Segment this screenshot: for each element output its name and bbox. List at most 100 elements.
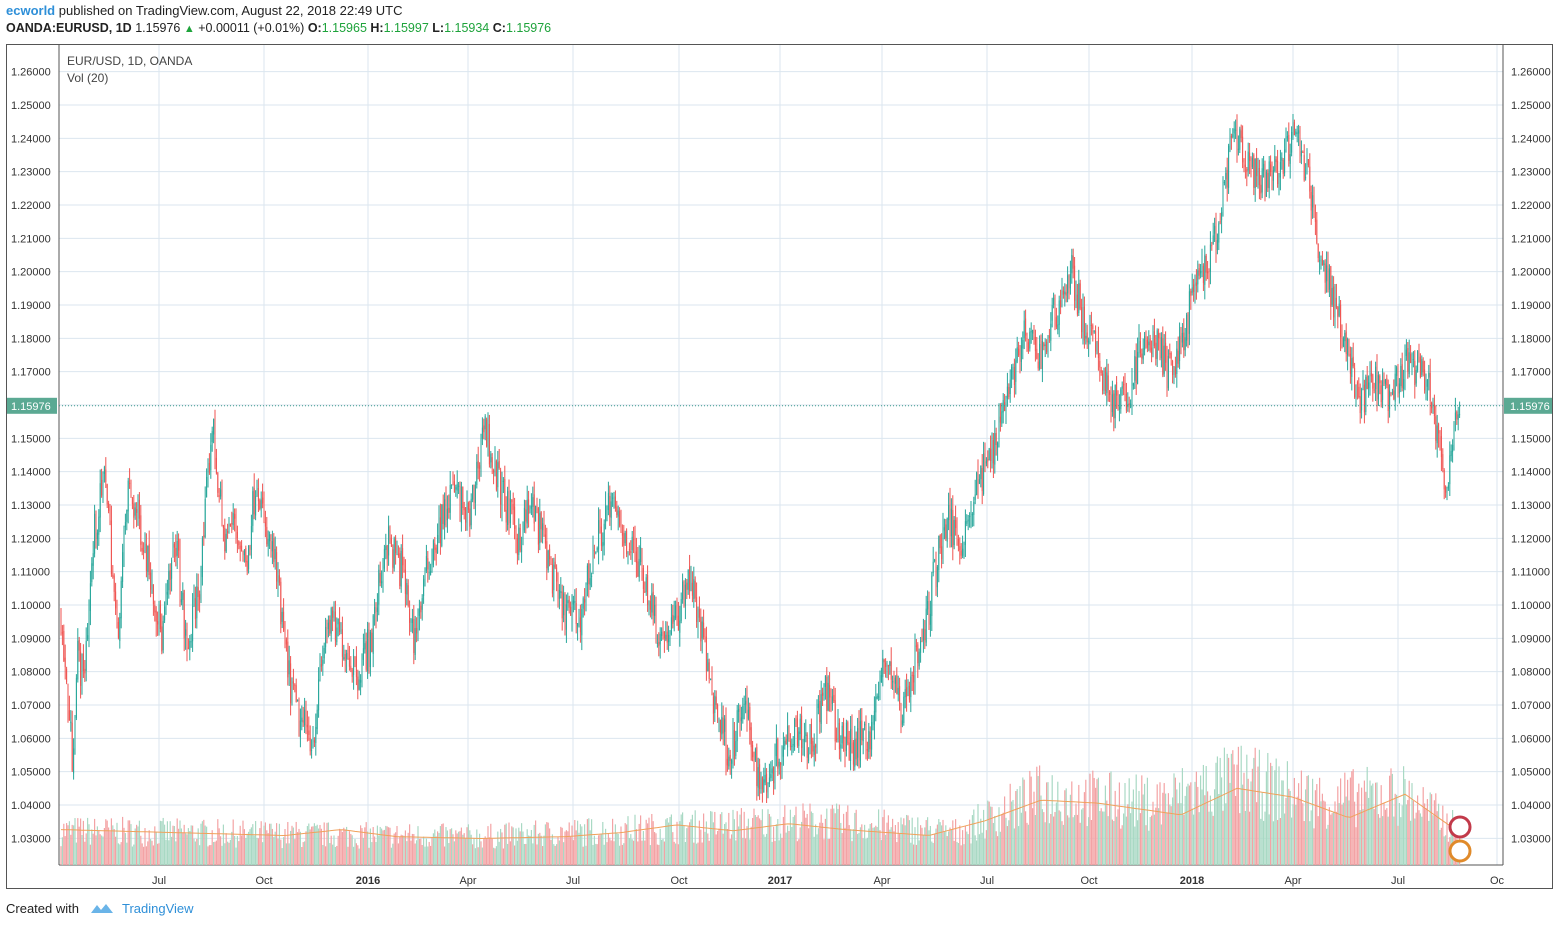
candle-body [1037,361,1039,369]
candle-body [421,598,423,610]
volume-bar [444,846,446,865]
volume-bar [990,806,992,865]
candle-body [231,523,233,525]
candle-body [953,519,955,546]
volume-bar [794,815,796,865]
volume-bar [991,806,993,865]
volume-bar [1006,826,1008,865]
volume-bar [1361,787,1363,865]
volume-bar [942,819,944,865]
volume-bar [287,822,289,865]
volume-bar [424,846,426,865]
candle-body [1396,367,1398,376]
volume-bar [162,817,164,865]
candle-body [983,453,985,494]
candle-body [194,598,196,620]
volume-bar [228,842,230,865]
volume-bar [1190,782,1192,865]
candle-body [1352,356,1354,367]
volume-bar [1370,785,1372,865]
candle-body [388,526,390,556]
candle-body [80,651,82,686]
volume-bar [530,829,532,865]
candle-body [1107,375,1109,390]
candle-body [1069,274,1071,289]
chart-frame[interactable]: 1.03000 1.03000 1.04000 1.04000 1.05000 1.050… [6,44,1553,889]
candle-body [453,481,455,493]
volume-bar [1137,820,1139,865]
volume-bar [626,824,628,865]
candle-body [68,710,70,721]
candle-body [1361,389,1363,411]
candle-body [1170,352,1172,359]
candle-body [882,658,884,678]
volume-bar [563,842,565,865]
candle-body [904,689,906,698]
y-tick-label-left: 1.08000 [11,667,51,679]
candle-body [691,582,693,596]
volume-bar [575,830,577,865]
candle-body [868,730,870,752]
x-tick-label: Jul [1391,875,1405,887]
volume-bar [533,824,535,865]
volume-bar [952,820,954,865]
y-tick-label-left: 1.19000 [11,300,51,312]
candle-body [1341,335,1343,346]
candle-body [1331,287,1333,305]
volume-bar [431,837,433,865]
candle-body [1064,291,1066,295]
volume-bar [848,825,850,865]
volume-bar [502,848,504,865]
volume-bar [782,816,784,865]
volume-bar [581,826,583,865]
volume-bar [647,823,649,865]
volume-bar [1222,810,1224,865]
candle-body [411,619,413,624]
volume-bar [521,823,523,865]
volume-bar [203,819,205,865]
volume-bar [834,813,836,865]
candle-body [732,727,734,759]
candle-body [768,777,770,784]
volume-bar [586,819,588,865]
y-tick-label-left: 1.13000 [11,500,51,512]
candle-body [1372,374,1374,389]
candle-body [1074,265,1076,301]
candle-body [1109,391,1111,395]
candle-body [1293,122,1295,136]
close-label: C: [492,21,506,35]
author-link[interactable]: ecworld [6,3,56,18]
volume-bar [210,845,212,865]
candle-body [1061,290,1063,308]
candle-body [1200,270,1202,274]
volume-bar [1321,793,1323,865]
candle-body [488,423,490,465]
candle-body [1344,332,1346,342]
volume-bar [1279,818,1281,865]
volume-bar [1079,822,1081,865]
volume-bar [1443,836,1445,865]
tradingview-link[interactable]: TradingView [122,901,194,916]
candle-body [752,744,754,758]
candle-body [1428,372,1430,378]
y-tick-label-left: 1.11000 [11,567,50,579]
volume-bar [421,844,423,865]
candle-body [208,462,210,473]
volume-bar [479,833,481,865]
candle-body [131,497,133,505]
volume-bar [1400,817,1402,865]
candle-body [372,615,374,654]
candle-body [495,461,497,490]
volume-bar [1064,790,1066,865]
candle-body [780,762,782,765]
candle-body [299,720,301,738]
candle-body [693,579,695,599]
candle-body [949,502,951,534]
volume-bar [1106,800,1108,865]
candle-body [1099,360,1101,368]
candle-body [967,519,969,522]
candle-body [935,557,937,585]
volume-bar [1349,777,1351,865]
volume-bar [271,828,273,865]
